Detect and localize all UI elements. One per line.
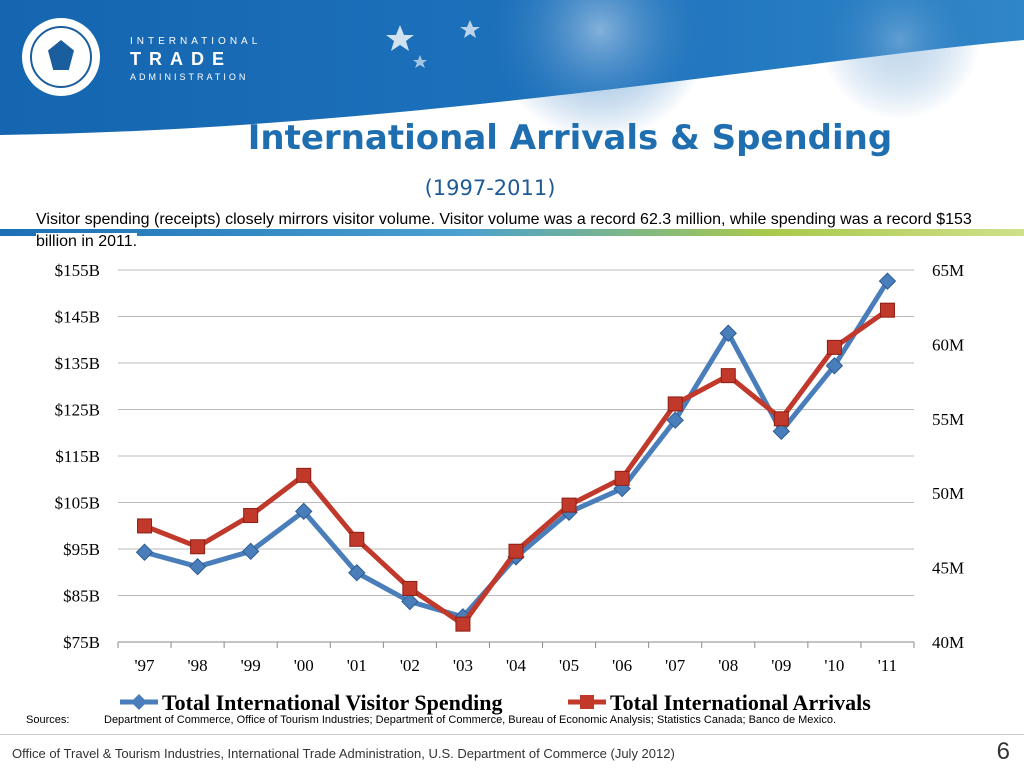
- x-axis-tick-label: '11: [878, 656, 897, 675]
- spending-point: [188, 557, 207, 576]
- arrivals-point: [137, 518, 153, 534]
- spending-point: [348, 564, 366, 582]
- x-axis-tick-label: '04: [506, 656, 527, 675]
- x-axis-tick-label: '07: [665, 656, 686, 675]
- slide-footer: Office of Travel & Tourism Industries, I…: [12, 746, 675, 761]
- description-text: Visitor spending (receipts) closely mirr…: [36, 211, 972, 250]
- right-axis-tick-label: 65M: [932, 261, 964, 280]
- arrivals-point: [508, 543, 524, 559]
- x-axis-tick-label: '98: [188, 656, 208, 675]
- slide-description: Visitor spending (receipts) closely mirr…: [36, 209, 996, 253]
- left-axis-tick-label: $105B: [55, 494, 100, 513]
- arrivals-point: [826, 339, 842, 355]
- slide-header: INTERNATIONAL TRADE ADMINISTRATION: [0, 0, 1024, 135]
- spending-point: [719, 324, 737, 342]
- organization-wordmark: INTERNATIONAL TRADE ADMINISTRATION: [130, 36, 261, 82]
- right-axis-tick-label: 60M: [932, 335, 964, 354]
- slide-subtitle: (1997-2011): [424, 176, 556, 200]
- right-axis-tick-label: 55M: [932, 410, 964, 429]
- arrivals-point: [561, 497, 577, 513]
- left-axis-tick-label: $155B: [55, 261, 100, 280]
- arrivals-point: [614, 470, 630, 486]
- right-axis-tick-label: 40M: [932, 633, 964, 652]
- chart-legend: Total International Visitor Spending Tota…: [120, 690, 871, 715]
- x-axis-tick-label: '00: [294, 656, 314, 675]
- spending-point: [772, 422, 791, 441]
- arrivals-point: [402, 580, 418, 596]
- left-axis-tick-label: $125B: [55, 401, 100, 420]
- decorative-stripe: [0, 229, 1024, 236]
- right-axis-tick-label: 45M: [932, 559, 964, 578]
- left-axis-tick-label: $75B: [63, 633, 100, 652]
- x-axis-tick-label: '99: [241, 656, 261, 675]
- footer-divider: [0, 734, 1024, 735]
- legend-marker-square: [580, 695, 594, 709]
- legend-label: Total International Visitor Spending: [162, 690, 502, 715]
- legend-label: Total International Arrivals: [610, 690, 871, 715]
- spending-point: [666, 411, 684, 429]
- left-axis-tick-label: $95B: [63, 540, 100, 559]
- org-line-1: INTERNATIONAL: [130, 36, 262, 47]
- x-axis-tick-label: '08: [718, 656, 738, 675]
- org-line-3: ADMINISTRATION: [130, 72, 249, 82]
- left-axis-tick-label: $145B: [55, 308, 100, 327]
- arrivals-point: [773, 411, 789, 427]
- arrivals-point: [296, 467, 312, 483]
- arrivals-point: [879, 302, 895, 318]
- arrivals-point: [455, 616, 471, 632]
- arrivals-point: [667, 396, 683, 412]
- x-axis-tick-label: '97: [134, 656, 155, 675]
- header-banner: [0, 0, 1024, 135]
- series-line-arrivals: [143, 308, 889, 627]
- arrivals-point: [190, 539, 206, 555]
- chart-area: $155B $145B $135B $125B $115B $105B $95B $85B $7…: [55, 261, 964, 675]
- right-axis-tick-label: 50M: [932, 484, 964, 503]
- org-line-2: TRADE: [130, 49, 232, 69]
- legend-marker-diamond: [131, 694, 147, 710]
- spending-point: [135, 543, 154, 561]
- arrivals-point: [720, 368, 736, 384]
- spending-point: [878, 272, 897, 290]
- sources-text: Department of Commerce, Office of Touris…: [104, 714, 837, 726]
- department-seal-logo: [22, 18, 100, 96]
- spending-point: [825, 357, 844, 375]
- x-axis-tick-label: '01: [347, 656, 367, 675]
- x-axis-tick-label: '02: [400, 656, 420, 675]
- spending-point: [295, 502, 313, 521]
- left-axis-tick-label: $135B: [55, 354, 100, 373]
- left-axis-tick-label: $85B: [63, 587, 100, 606]
- slide-title: International Arrivals & Spending: [247, 118, 893, 158]
- left-axis-tick-label: $115B: [55, 447, 100, 466]
- x-axis-tick-label: '03: [453, 656, 473, 675]
- x-axis-tick-label: '05: [559, 656, 579, 675]
- arrivals-point: [243, 508, 259, 524]
- x-axis-tick-label: '06: [612, 656, 632, 675]
- page-number: 6: [996, 738, 1010, 765]
- sources-label: Sources:: [26, 714, 70, 726]
- spending-point: [401, 592, 419, 611]
- spending-point: [241, 542, 260, 561]
- series-line-spending: [143, 279, 890, 620]
- arrivals-point: [349, 531, 365, 547]
- x-axis-tick-label: '10: [824, 656, 844, 675]
- x-axis-tick-label: '09: [771, 656, 791, 675]
